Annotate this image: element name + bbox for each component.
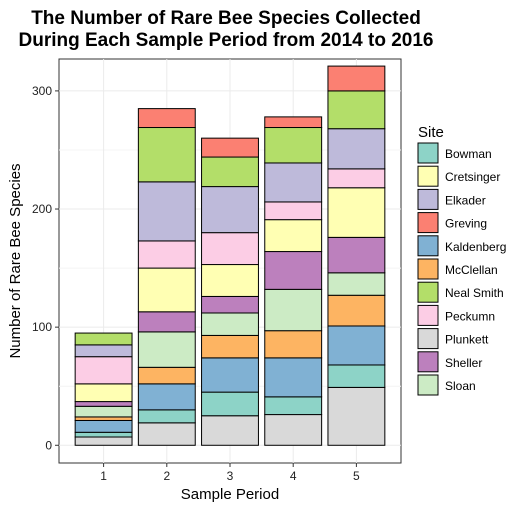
legend-key — [417, 281, 439, 303]
bar-segment-mcclellan — [327, 294, 386, 327]
bar-segment-cretsinger — [137, 267, 196, 313]
y-tick-label: 300 — [32, 84, 52, 98]
bar-segment-peckumn — [137, 240, 196, 269]
bar-segment-neal-smith — [327, 90, 386, 130]
y-tick-label: 200 — [32, 202, 52, 216]
chart-title-line-1: The Number of Rare Bee Species Collected — [31, 8, 421, 29]
bar-segment-greving — [137, 108, 196, 129]
bar-segment-greving — [201, 137, 259, 158]
bar-segment-kaldenberg — [264, 357, 323, 398]
bar-segment-mcclellan — [264, 330, 323, 359]
chart-title-line-2: During Each Sample Period from 2014 to 2… — [19, 30, 434, 51]
y-axis: 0 100 200 300 — [32, 84, 59, 452]
bar-segment-sloan — [74, 405, 133, 418]
bar-segment-plunkett — [264, 414, 323, 446]
legend-label: Kaldenberg — [445, 240, 506, 254]
bar-segment-peckumn — [74, 356, 133, 385]
legend-key — [417, 212, 439, 234]
bar-segment-elkader — [137, 181, 196, 242]
x-tick-label: 2 — [163, 469, 170, 483]
legend-key — [417, 304, 439, 326]
bar-segment-plunkett — [137, 422, 196, 446]
legend-label: Greving — [445, 217, 487, 231]
legend-label: Bowman — [445, 147, 492, 161]
bar-segment-greving — [264, 116, 323, 129]
bar-segment-sheller — [74, 401, 133, 407]
x-axis: 1 2 3 4 5 — [100, 463, 360, 483]
bar-segment-bowman — [327, 364, 386, 388]
bar-segment-kaldenberg — [327, 325, 386, 366]
bars — [74, 65, 386, 446]
x-axis-title: Sample Period — [181, 486, 279, 503]
legend-label: McClellan — [445, 263, 498, 277]
bar-segment-plunkett — [327, 386, 386, 446]
y-tick-label: 0 — [45, 438, 52, 452]
legend-key — [417, 258, 439, 280]
bar-segment-greving — [327, 65, 386, 92]
bar-segment-peckumn — [201, 232, 259, 266]
bar-segment-sloan — [327, 272, 386, 296]
bar-segment-peckumn — [264, 201, 323, 221]
legend-key — [417, 328, 439, 350]
bar-segment-sheller — [264, 251, 323, 290]
bar-segment-neal-smith — [201, 156, 259, 188]
bar-segment-sheller — [201, 295, 259, 314]
bar-segment-bowman — [264, 396, 323, 416]
bar-segment-elkader — [74, 344, 133, 358]
legend-label: Cretsinger — [445, 170, 500, 184]
x-tick-label: 5 — [353, 469, 360, 483]
x-tick-label: 1 — [100, 469, 107, 483]
bar-segment-sheller — [327, 236, 386, 274]
bar-segment-elkader — [264, 162, 323, 203]
bar-segment-cretsinger — [327, 187, 386, 238]
bar-segment-sloan — [137, 331, 196, 368]
bar-segment-neal-smith — [264, 127, 323, 164]
bar-segment-cretsinger — [264, 219, 323, 253]
bar-segment-cretsinger — [201, 264, 259, 297]
bar-segment-cretsinger — [74, 383, 133, 403]
x-tick-label: 3 — [227, 469, 234, 483]
legend-key — [417, 235, 439, 257]
bar-segment-peckumn — [327, 168, 386, 189]
bar-segment-sheller — [137, 311, 196, 333]
legend: Site Bowman Cretsinger Elkader Greving Kalde… — [417, 124, 506, 396]
bar-segment-elkader — [327, 128, 386, 170]
legend-title: Site — [418, 124, 444, 141]
legend-key — [417, 142, 439, 164]
legend-label: Neal Smith — [445, 286, 504, 300]
bar-segment-sloan — [201, 312, 259, 336]
bar-segment-mcclellan — [137, 366, 196, 385]
bar-segment-plunkett — [201, 415, 259, 446]
bar-segment-kaldenberg — [201, 357, 259, 393]
legend-key — [417, 351, 439, 373]
bar-segment-bowman — [201, 391, 259, 417]
x-tick-label: 4 — [290, 469, 297, 483]
legend-label: Sloan — [445, 379, 476, 393]
y-axis-title: Number of Rare Bee Species — [7, 163, 24, 358]
legend-key — [417, 374, 439, 396]
bar-segment-kaldenberg — [74, 419, 133, 433]
bar-segment-kaldenberg — [137, 383, 196, 411]
bar-segment-elkader — [201, 186, 259, 234]
legend-key — [417, 188, 439, 210]
bar-segment-sloan — [264, 288, 323, 332]
legend-label: Sheller — [445, 356, 482, 370]
bar-segment-mcclellan — [74, 416, 133, 421]
bar-segment-plunkett — [74, 436, 133, 446]
legend-label: Elkader — [445, 193, 486, 207]
legend-label: Peckumn — [445, 309, 495, 323]
legend-key — [417, 165, 439, 187]
y-tick-label: 100 — [32, 320, 52, 334]
bar-segment-mcclellan — [201, 334, 259, 359]
bar-segment-bowman — [137, 409, 196, 424]
legend-label: Plunkett — [445, 333, 489, 347]
bar-segment-neal-smith — [137, 127, 196, 183]
bar-segment-neal-smith — [74, 332, 133, 346]
bar-segment-bowman — [74, 431, 133, 438]
